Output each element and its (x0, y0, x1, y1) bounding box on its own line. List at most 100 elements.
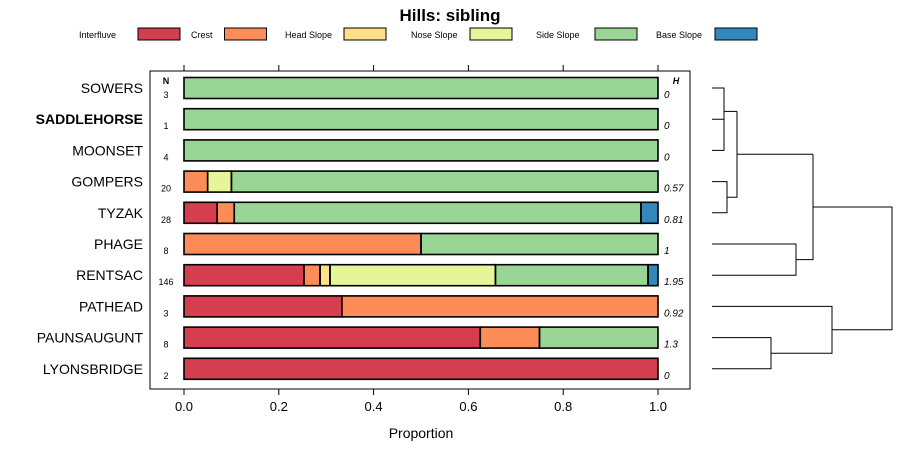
n-value-tyzak: 28 (161, 215, 171, 225)
bar-outline-moonset-side-slope (183, 139, 659, 162)
category-label-phage: PHAGE (94, 236, 143, 252)
bar-segment-tyzak-side-slope (234, 202, 641, 224)
n-value-rentsac: 146 (158, 277, 173, 287)
legend-swatch-head-slope (343, 27, 387, 41)
n-value-lyonsbridge: 2 (163, 371, 168, 381)
h-value-sowers: 0 (664, 90, 670, 101)
x-tick-label: 0.2 (270, 399, 288, 414)
bar-segment-sowers-side-slope (184, 77, 658, 99)
bar-segment-rentsac-interfluve (184, 264, 304, 286)
bar-segment-moonset-side-slope (184, 139, 658, 161)
bar-segment-paunsaugunt-side-slope (539, 327, 658, 349)
bar-outline-phage-side-slope (420, 232, 659, 256)
bar-segment-rentsac-base-slope (648, 264, 658, 286)
bar-outline-sowers-side-slope (183, 76, 659, 100)
category-label-moonset: MOONSET (72, 142, 143, 158)
n-value-paunsaugunt: 8 (163, 340, 168, 350)
category-label-rentsac: RENTSAC (76, 267, 143, 283)
category-label-lyonsbridge: LYONSBRIDGE (43, 361, 143, 377)
bar-segment-rentsac-head-slope (320, 264, 330, 286)
h-value-lyonsbridge: 0 (664, 371, 670, 382)
x-axis-label: Proportion (389, 425, 454, 441)
bar-segment-rentsac-nose-slope (329, 264, 496, 286)
category-label-saddlehorse: SADDLEHORSE (36, 111, 143, 127)
x-tick-label: 0.8 (554, 399, 572, 414)
bar-outline-saddlehorse-side-slope (183, 107, 659, 131)
legend-label-nose-slope: Nose Slope (411, 30, 458, 40)
x-tick-label: 1.0 (649, 399, 667, 414)
n-value-saddlehorse: 1 (163, 121, 168, 131)
legend: Interfluve Crest Head Slope Nose Slope Side … (79, 27, 758, 41)
bar-outline-pathead-crest (341, 295, 659, 318)
bar-segment-pathead-crest (341, 295, 658, 317)
h-value-paunsaugunt: 1.3 (664, 340, 678, 351)
bar-segment-rentsac-crest (303, 264, 321, 286)
dendrogram-branch (796, 154, 814, 261)
dendrogram (712, 87, 893, 370)
bar-segment-lyonsbridge-interfluve (184, 358, 658, 380)
dendrogram-branch (712, 337, 772, 370)
legend-label-side-slope: Side Slope (536, 30, 580, 40)
h-value-tyzak: 0.81 (664, 215, 683, 226)
h-value-rentsac: 1.95 (664, 277, 684, 288)
dendrogram-branch (712, 181, 728, 214)
bar-outline-rentsac-base-slope (647, 263, 659, 287)
bar-segment-phage-crest (184, 233, 421, 255)
n-value-gompers: 20 (161, 184, 171, 194)
h-value-gompers: 0.57 (664, 184, 684, 195)
legend-label-head-slope: Head Slope (285, 30, 332, 40)
legend-swatch-nose-slope (469, 27, 513, 41)
bar-segment-tyzak-base-slope (640, 202, 658, 224)
x-axis: 0.0 0.2 0.4 0.6 0.8 1.0 (175, 65, 667, 414)
chart-title: Hills: sibling (399, 6, 500, 25)
legend-label-base-slope: Base Slope (656, 30, 702, 40)
category-label-sowers: SOWERS (81, 80, 143, 96)
bar-outline-gompers-side-slope (230, 170, 659, 193)
h-column-header: H (673, 76, 680, 86)
n-column-header: N (163, 76, 170, 86)
bar-segment-saddlehorse-side-slope (184, 108, 658, 130)
dendrogram-branch (712, 305, 833, 354)
bar-segment-tyzak-interfluve (184, 202, 218, 224)
bar-outline-paunsaugunt-side-slope (538, 326, 659, 349)
dendrogram-branch (727, 111, 738, 198)
legend-swatch-interfluve (137, 27, 181, 41)
legend-swatch-base-slope (714, 27, 758, 41)
legend-swatch-crest (224, 27, 267, 41)
x-tick-label: 0.4 (365, 399, 383, 414)
n-value-phage: 8 (163, 246, 168, 256)
bar-outline-tyzak-base-slope (640, 201, 659, 225)
h-value-pathead: 0.92 (664, 308, 684, 319)
bar-segment-paunsaugunt-interfluve (184, 327, 481, 349)
category-label-gompers: GOMPERS (71, 174, 143, 190)
bar-segment-gompers-nose-slope (207, 171, 232, 193)
legend-label-interfluve: Interfluve (79, 30, 116, 40)
bar-segment-gompers-side-slope (231, 171, 658, 193)
n-value-pathead: 3 (163, 308, 168, 318)
n-value-sowers: 3 (163, 90, 168, 100)
dendrogram-branch (813, 206, 893, 331)
bar-segment-phage-side-slope (421, 233, 658, 255)
bar-segment-pathead-interfluve (184, 295, 342, 317)
bar-segment-rentsac-side-slope (495, 264, 649, 286)
h-value-moonset: 0 (664, 152, 670, 163)
legend-label-crest: Crest (191, 30, 213, 40)
plot-frame (149, 70, 691, 390)
dendrogram-branch (712, 87, 725, 135)
bar-segment-gompers-crest (184, 171, 208, 193)
x-tick-label: 0.6 (459, 399, 477, 414)
legend-swatch-side-slope (594, 27, 638, 41)
category-label-pathead: PATHEAD (79, 298, 143, 314)
category-label-tyzak: TYZAK (98, 205, 144, 221)
n-value-moonset: 4 (163, 152, 168, 162)
bar-segment-paunsaugunt-crest (480, 327, 540, 349)
x-tick-label: 0.0 (175, 399, 193, 414)
dendrogram-branch (712, 118, 725, 151)
bar-segment-tyzak-crest (217, 202, 235, 224)
h-value-saddlehorse: 0 (664, 121, 670, 132)
dendrogram-branch (712, 243, 797, 276)
h-value-phage: 1 (664, 246, 670, 257)
bar-outline-lyonsbridge-interfluve (183, 357, 659, 381)
